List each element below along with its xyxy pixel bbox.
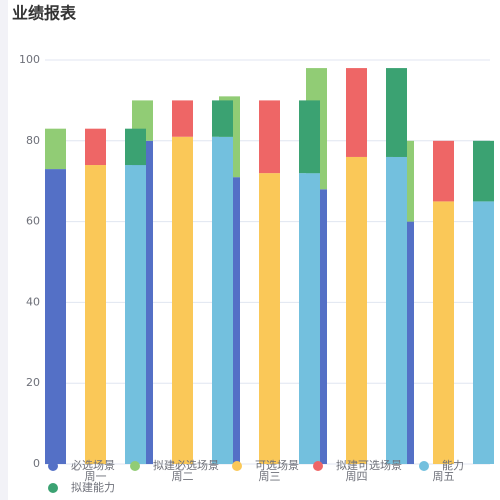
bar (259, 173, 280, 464)
legend-label: 拟建能力 (71, 480, 115, 494)
bar (85, 165, 106, 465)
legend-label: 必选场景 (71, 458, 115, 472)
y-tick-label: 40 (26, 295, 40, 308)
bar (299, 173, 320, 464)
bar (172, 100, 193, 137)
y-tick-label: 0 (33, 457, 40, 470)
x-tick-label: 周三 (259, 470, 281, 483)
legend-icon (232, 461, 242, 471)
bar (45, 128, 66, 170)
y-tick-label: 20 (26, 376, 40, 389)
legend-label: 拟建可选场景 (336, 458, 402, 472)
y-tick-label: 100 (19, 53, 40, 66)
bar (125, 165, 146, 465)
legend-icon (130, 461, 140, 471)
bar (212, 136, 233, 464)
chart-title: 业绩报表 (12, 4, 77, 23)
bar (172, 136, 193, 464)
bar (433, 201, 454, 464)
x-tick-label: 周一 (85, 470, 107, 483)
x-tick-label: 周五 (433, 470, 455, 483)
bar (473, 201, 494, 464)
bar (386, 68, 407, 157)
x-tick-label: 周四 (346, 470, 368, 483)
bar (212, 100, 233, 137)
bar (473, 140, 494, 202)
legend-label: 能力 (442, 458, 464, 472)
side-strip (0, 0, 8, 500)
bar (433, 140, 454, 202)
bar (45, 169, 66, 464)
legend-label: 可选场景 (255, 458, 299, 472)
bar (299, 100, 320, 174)
legend-icon (419, 461, 429, 471)
y-tick-label: 60 (26, 215, 40, 228)
y-tick-label: 80 (26, 134, 40, 147)
bar (346, 68, 367, 157)
bar (85, 128, 106, 166)
bar (125, 128, 146, 166)
legend-icon (313, 461, 323, 471)
bar (259, 100, 280, 174)
legend-label: 拟建必选场景 (153, 458, 219, 472)
bar (386, 156, 407, 464)
legend-icon (48, 461, 58, 471)
bar (346, 156, 367, 464)
x-tick-label: 周二 (172, 470, 194, 483)
legend-icon (48, 483, 58, 493)
